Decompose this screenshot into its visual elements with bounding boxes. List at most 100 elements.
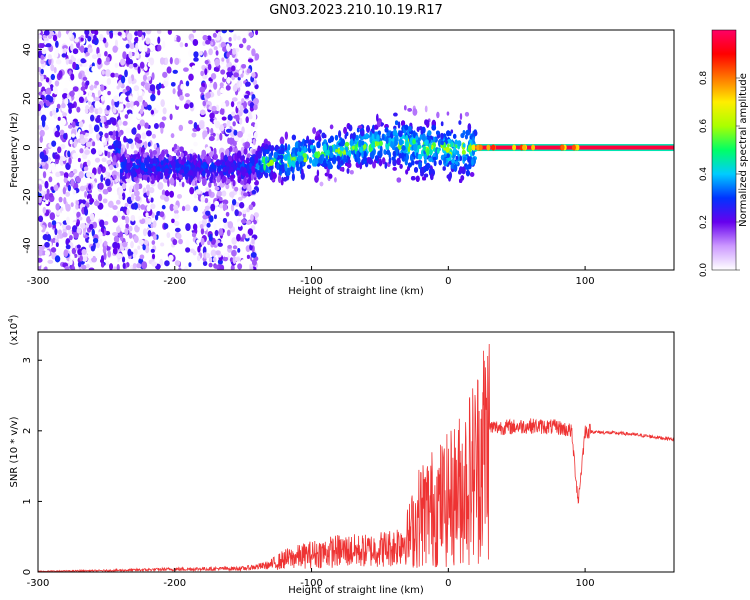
- spectrogram-noise-cell: [125, 237, 130, 243]
- spectrogram-signal-cell: [346, 168, 350, 174]
- spectrogram-noise-cell: [51, 147, 58, 153]
- spectrogram-noise-cell: [198, 121, 205, 130]
- spectrogram-noise-cell: [179, 94, 184, 101]
- spectrogram-signal-cell: [264, 143, 269, 151]
- spectrogram-noise-cell: [72, 61, 77, 70]
- spectrogram-noise-cell: [38, 103, 42, 112]
- spectrogram-noise-cell: [65, 225, 72, 231]
- spectrogram-signal-cell: [428, 147, 433, 156]
- spectrogram-noise-cell: [128, 59, 134, 66]
- spectrogram-noise-cell: [87, 47, 93, 54]
- spectrogram-noise-cell: [212, 256, 217, 263]
- spectrogram-noise-cell: [125, 43, 130, 49]
- spectrogram-noise-cell: [57, 30, 62, 39]
- spectrogram-noise-cell: [216, 217, 222, 225]
- spectrogram-noise-cell: [230, 203, 235, 212]
- spectrogram-noise-cell: [128, 63, 134, 69]
- spectrogram-signal-cell: [171, 161, 177, 170]
- spectrogram-noise-cell: [107, 239, 113, 247]
- spectrogram-noise-cell: [205, 92, 211, 99]
- spectrogram-noise-cell: [84, 30, 90, 36]
- spectrogram-noise-cell: [200, 227, 205, 235]
- spectrogram-signal-cell: [264, 156, 268, 164]
- spectrogram-noise-cell: [94, 108, 99, 115]
- spectrogram-signal-cell: [221, 161, 226, 167]
- spectrogram-noise-cell: [80, 37, 84, 42]
- spectrogram-noise-cell: [189, 186, 195, 195]
- spectrogram-noise-cell: [193, 57, 199, 62]
- spectrogram-noise-cell: [104, 171, 109, 176]
- spectrogram-signal-cell: [286, 167, 291, 176]
- spectrogram-signal-cell: [467, 155, 470, 163]
- spectrogram-noise-cell: [60, 143, 66, 150]
- spectrogram-signal-cell: [359, 148, 363, 153]
- spectrogram-signal-cell: [454, 160, 459, 166]
- spectrogram-noise-cell: [43, 30, 50, 36]
- spectrogram-noise-cell: [206, 222, 211, 228]
- spectrogram-noise-cell: [150, 203, 156, 210]
- spectrogram-signal-cell: [126, 162, 132, 171]
- spectrogram-signal-cell: [236, 150, 242, 158]
- spectrogram-signal-cell: [279, 136, 285, 145]
- spectrogram-signal-cell: [464, 134, 468, 140]
- spectrogram-noise-cell: [132, 127, 137, 135]
- spectrogram-noise-cell: [100, 84, 105, 92]
- spectrogram-signal-cell: [229, 166, 234, 173]
- spectrogram-noise-cell: [212, 32, 217, 38]
- narrowband-tone-blob: [571, 144, 576, 151]
- spectrogram-noise-cell: [227, 114, 233, 121]
- spectrogram-noise-cell: [74, 37, 80, 43]
- spectrogram-noise-cell: [221, 57, 225, 62]
- spectrogram-noise-cell: [222, 46, 228, 52]
- spectrogram-noise-cell: [244, 141, 251, 149]
- snr-series-group: [38, 343, 674, 572]
- spectrogram-noise-cell: [251, 189, 257, 195]
- spectrogram-noise-cell: [209, 117, 214, 123]
- spectrogram-noise-cell: [126, 102, 131, 109]
- spectrogram-noise-cell: [229, 191, 235, 198]
- spectrogram-noise-cell: [246, 220, 251, 225]
- spectrogram-noise-cell: [42, 234, 49, 241]
- spectrogram-signal-cell: [358, 139, 362, 148]
- spectrogram-signal-cell: [252, 149, 257, 156]
- spectrogram-signal-cell: [259, 164, 263, 173]
- spectrogram-noise-cell: [100, 174, 104, 183]
- spectrogram-signal-cell: [291, 134, 296, 141]
- spectrogram-noise-cell: [46, 115, 50, 123]
- spectrogram-noise-cell: [95, 252, 101, 259]
- spectrogram-noise-cell: [93, 124, 100, 133]
- spectrogram-signal-cell: [418, 160, 422, 170]
- spectrogram-signal-cell: [173, 143, 178, 150]
- colorbar-bar: [712, 30, 736, 270]
- spectrogram-noise-cell: [97, 52, 102, 59]
- spectrogram-noise-cell: [65, 203, 71, 212]
- spectrogram-signal-cell: [314, 175, 319, 183]
- spectrogram-noise-cell: [114, 72, 119, 78]
- spectrogram-noise-cell: [191, 65, 198, 70]
- spectrogram-noise-cell: [227, 221, 234, 229]
- spectrogram-noise-cell: [168, 254, 174, 262]
- spectrogram-noise-cell: [70, 178, 75, 187]
- spectrogram-noise-cell: [38, 34, 42, 39]
- spectrogram-noise-cell: [38, 124, 43, 130]
- spectrogram-noise-cell: [81, 264, 87, 270]
- spectrogram-noise-cell: [113, 174, 117, 180]
- spectrogram-signal-cell: [398, 153, 403, 159]
- spectrogram-noise-cell: [72, 225, 78, 233]
- spectrogram-signal-cell: [412, 130, 416, 139]
- spectrogram-noise-cell: [157, 36, 161, 44]
- narrowband-tone-blob: [478, 144, 483, 151]
- spectrogram-noise-cell: [232, 121, 236, 127]
- spectrogram-noise-cell: [156, 30, 162, 34]
- spectrogram-noise-cell: [239, 202, 245, 209]
- spectrogram-noise-cell: [48, 176, 53, 183]
- spectrogram-signal-cell: [296, 151, 301, 156]
- spectrogram-signal-cell: [159, 172, 164, 180]
- spectrogram-noise-cell: [121, 256, 126, 263]
- spectrogram-signal-cell: [401, 152, 404, 160]
- spectrogram-noise-cell: [87, 253, 94, 259]
- spectrogram-noise-cell: [220, 102, 226, 109]
- spectrogram-noise-cell: [226, 57, 230, 64]
- spectrogram-signal-cell: [227, 155, 233, 162]
